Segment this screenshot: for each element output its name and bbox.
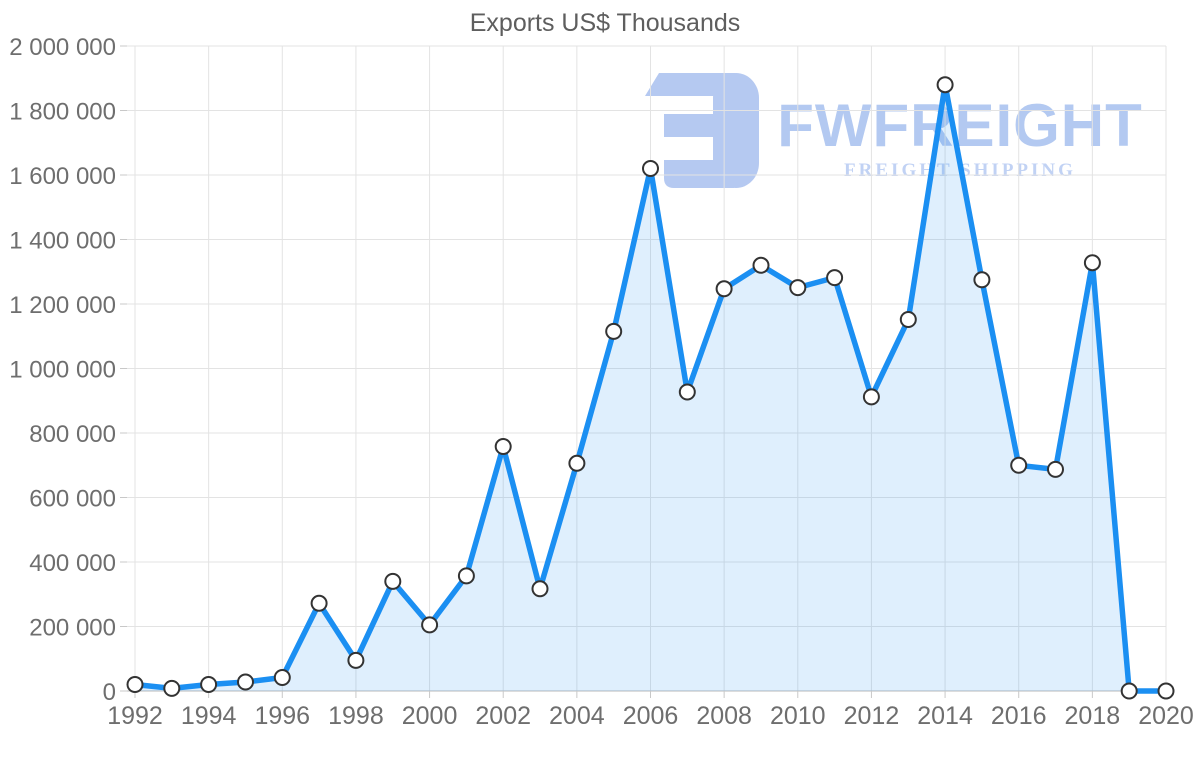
y-axis-label: 200 000 [29,615,116,642]
y-axis-label: 600 000 [29,486,116,513]
data-point-2010[interactable] [789,279,807,297]
chart-title: Exports US$ Thousands [470,9,741,37]
axes [120,45,1167,698]
data-point-1997[interactable] [310,594,328,612]
data-point-2017[interactable] [1047,460,1064,478]
data-point-2012[interactable] [862,388,880,406]
gridlines [127,45,1167,691]
series-area [135,84,1166,691]
y-axis-label: 2 000 000 [9,34,116,61]
data-point-2015[interactable] [973,271,991,289]
data-point-2019[interactable] [1120,682,1138,700]
x-axis-label: 2002 [475,702,531,730]
data-point-2014[interactable] [936,76,954,94]
data-point-2005[interactable] [605,322,623,340]
x-axis-label: 1996 [254,702,310,730]
data-point-1992[interactable] [126,676,144,693]
data-point-2001[interactable] [457,567,475,585]
data-point-1998[interactable] [347,651,365,669]
x-axis-label: 2006 [623,702,679,730]
y-axis-label: 1 200 000 [9,292,116,319]
x-axis-label: 2012 [844,702,900,730]
x-axis-label: 1992 [107,702,163,730]
y-axis-label: 800 000 [29,421,116,448]
y-axis-label: 1 800 000 [9,99,116,126]
x-axis-label: 2010 [770,702,826,730]
y-axis-label: 1 000 000 [9,357,116,384]
data-point-2020[interactable] [1157,682,1175,700]
data-point-2016[interactable] [1010,456,1028,474]
data-point-2004[interactable] [568,454,586,472]
data-point-2007[interactable] [678,383,696,401]
x-axis-label: 2000 [402,702,458,730]
data-point-2006[interactable] [642,160,659,177]
data-point-1995[interactable] [237,673,254,691]
data-point-1993[interactable] [163,679,181,697]
x-axis-label: 1994 [181,702,237,730]
data-point-2008[interactable] [715,280,733,298]
x-axis-label: 2016 [991,702,1047,730]
data-point-2009[interactable] [752,256,770,274]
y-axis-label: 1 600 000 [9,163,116,190]
y-axis-label: 1 400 000 [9,228,116,255]
x-axis-label: 2020 [1138,702,1194,730]
x-axis-label: 2004 [549,702,605,730]
y-axis-label: 0 [103,679,116,706]
x-axis-label: 2018 [1065,702,1121,730]
data-point-2000[interactable] [421,616,439,634]
x-axis-label: 2014 [917,702,973,730]
data-point-2002[interactable] [494,438,512,455]
y-axis-label: 400 000 [29,550,116,577]
data-point-2013[interactable] [899,311,917,328]
axis-labels: 0 200 000 400 000 600 000 800 000 1 000 000 1 … [9,34,1194,730]
data-point-2011[interactable] [826,269,844,287]
x-axis-label: 1998 [328,702,384,730]
data-points [126,76,1175,700]
x-axis-label: 2008 [696,702,752,730]
data-point-1996[interactable] [273,669,291,686]
data-point-1999[interactable] [384,572,402,590]
data-point-2018[interactable] [1083,254,1101,272]
data-point-2003[interactable] [531,580,549,598]
data-point-1994[interactable] [200,676,218,693]
